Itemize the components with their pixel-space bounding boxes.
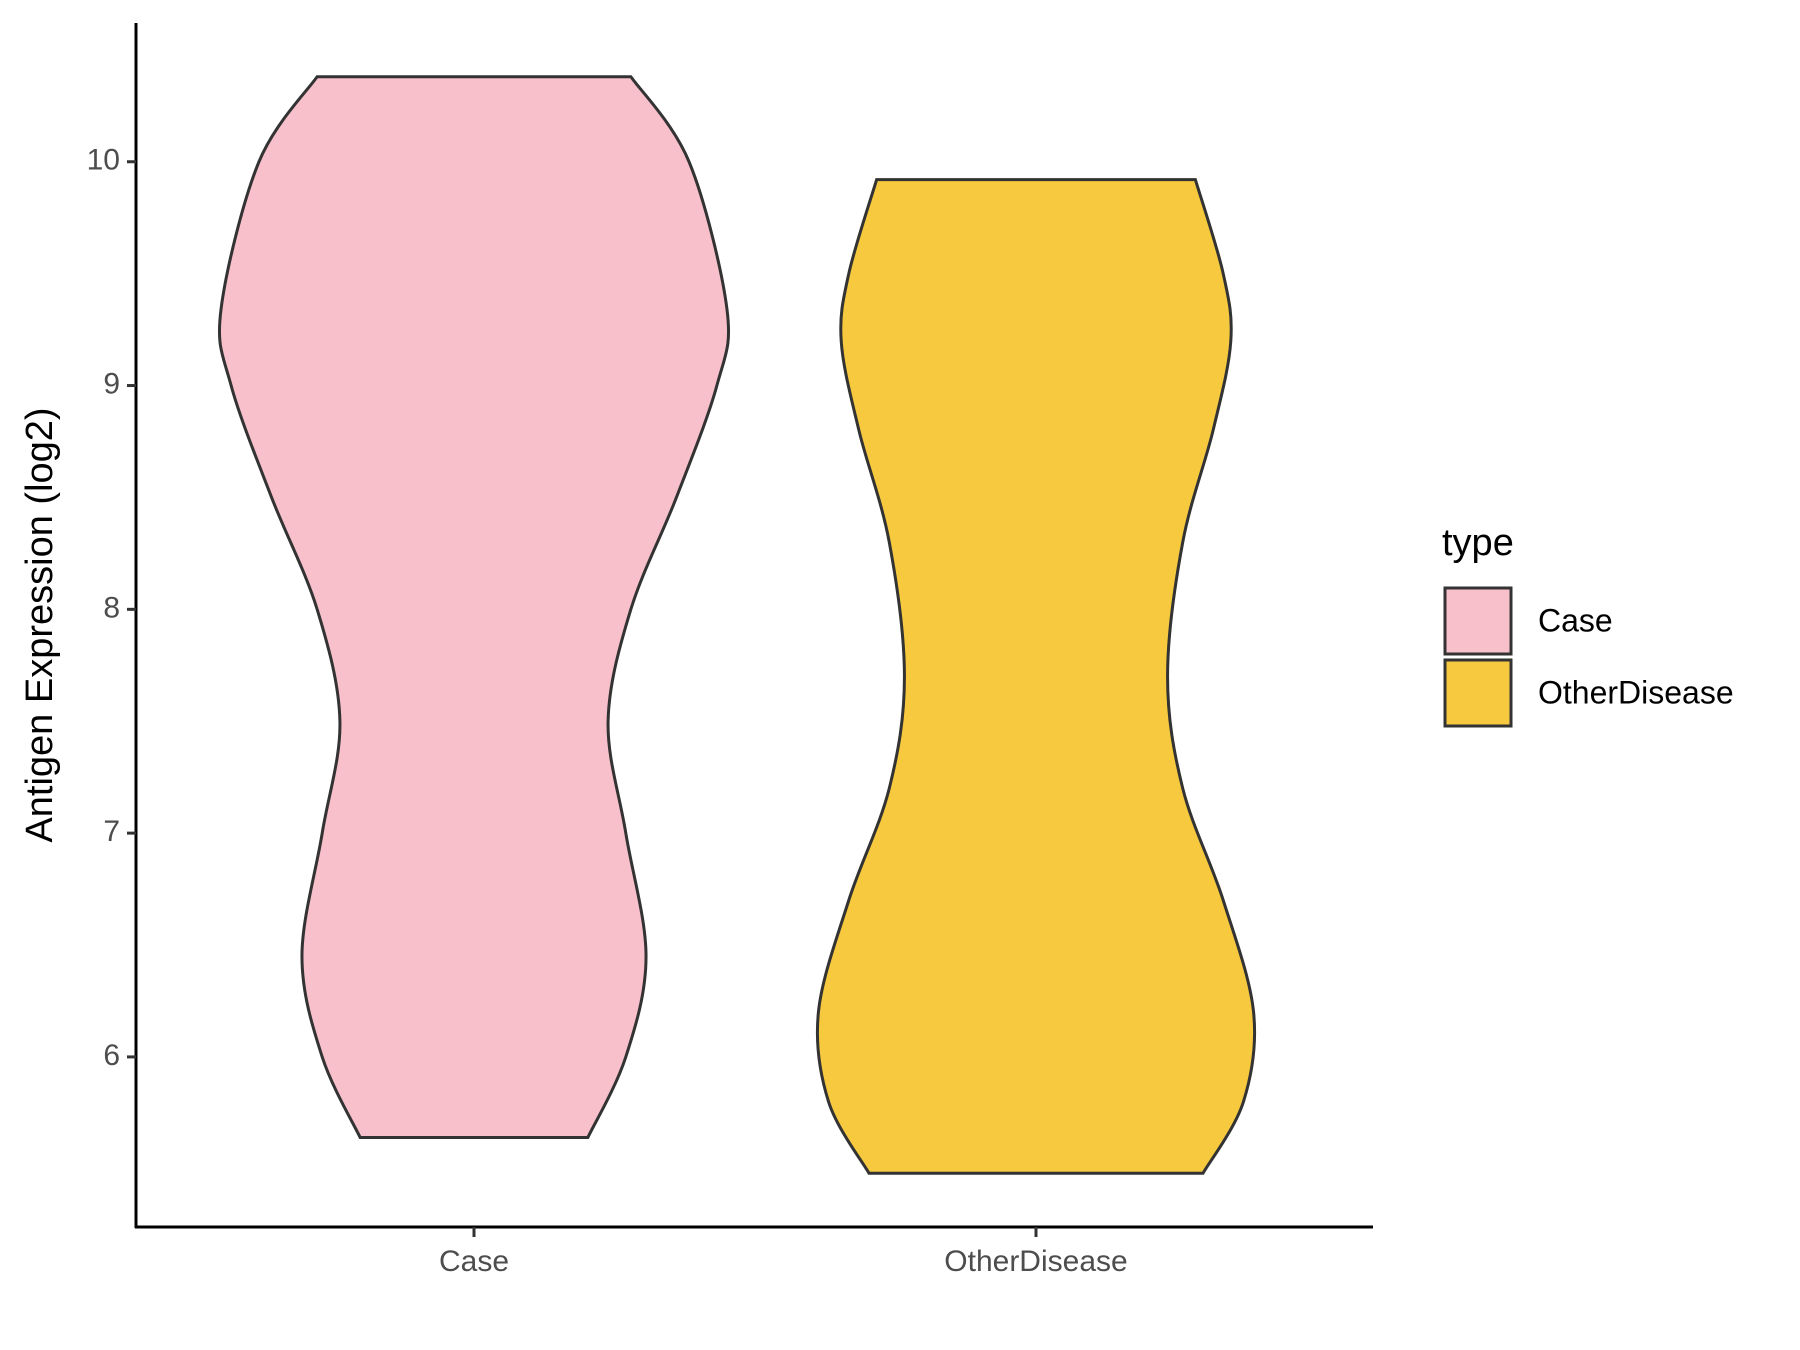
y-tick-label: 7 (103, 815, 120, 848)
legend-label: OtherDisease (1538, 674, 1734, 710)
legend-label: Case (1538, 602, 1613, 638)
violin (815, 178, 1257, 1175)
legend-title: type (1442, 522, 1514, 564)
y-tick-label: 9 (103, 367, 120, 400)
legend-key (1443, 586, 1513, 656)
violin (217, 75, 731, 1139)
y-axis-title: Antigen Expression (log2) (19, 407, 61, 842)
y-tick-label: 6 (103, 1039, 120, 1072)
y-tick-label: 10 (87, 144, 120, 177)
x-tick-label: Case (439, 1245, 509, 1278)
y-tick-label: 8 (103, 591, 120, 624)
x-tick-label: OtherDisease (944, 1245, 1127, 1278)
legend-key (1443, 658, 1513, 728)
